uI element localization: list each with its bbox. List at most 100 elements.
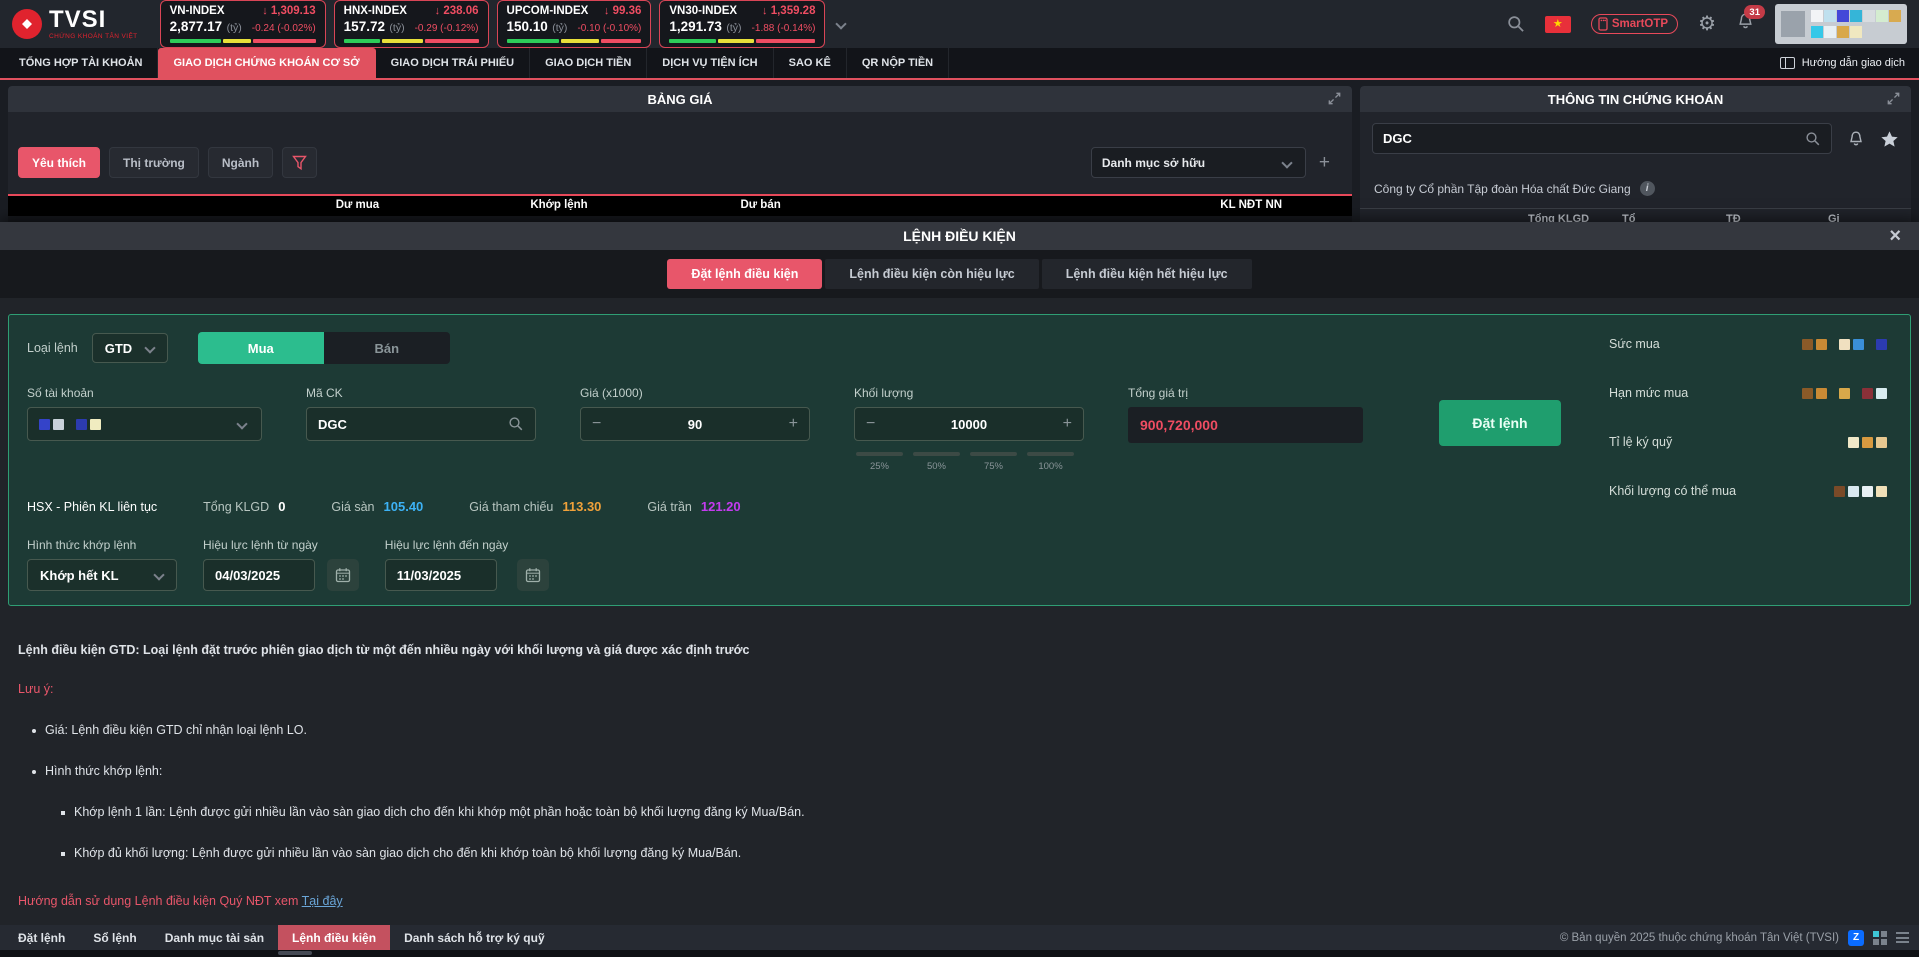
price-increment-button[interactable]: +	[788, 415, 798, 432]
divider	[1360, 208, 1911, 209]
note-bullet-match-type: Hình thức khớp lệnh:	[18, 764, 1901, 778]
nav-tab-giao-dich-trai-phieu[interactable]: GIAO DỊCH TRÁI PHIẾU	[376, 48, 531, 78]
guide-here-link[interactable]: Tại đây	[301, 894, 343, 908]
apps-grid-icon[interactable]	[1873, 930, 1887, 945]
down-arrow-icon: ↓	[262, 5, 268, 17]
index-turnover: 2,877.17	[169, 19, 223, 34]
modal-title: LỆNH ĐIỀU KIỆN	[903, 228, 1016, 244]
quantity-value[interactable]: 10000	[950, 416, 988, 432]
footer-tab-dat-lenh[interactable]: Đặt lệnh	[18, 930, 66, 945]
horizontal-scrollbar[interactable]	[0, 950, 1919, 957]
qty-75-percent-button[interactable]: 75%	[970, 452, 1017, 472]
quantity-increment-button[interactable]: +	[1062, 415, 1072, 432]
valid-to-input[interactable]: 11/03/2025	[384, 559, 497, 591]
filter-sector-button[interactable]: Ngành	[207, 147, 274, 178]
search-icon[interactable]	[1507, 15, 1525, 33]
footer-tab-lenh-dieu-kien[interactable]: Lệnh điều kiện	[278, 925, 391, 950]
order-notes: Lệnh điều kiện GTD: Loại lệnh đặt trước …	[0, 606, 1919, 908]
footer-bar: Đặt lệnh Sổ lệnh Danh mục tài sản Lệnh đ…	[0, 925, 1919, 950]
qty-100-percent-button[interactable]: 100%	[1027, 452, 1074, 472]
market-breadth-bar	[343, 39, 479, 43]
scrollbar-thumb[interactable]	[278, 951, 312, 955]
order-fields-row: Số tài khoản Mã CK DGC	[27, 386, 1561, 472]
floor-price-value: 105.40	[383, 499, 424, 514]
index-value: 99.36	[612, 5, 642, 17]
filter-market-button[interactable]: Thị trường	[109, 147, 199, 178]
filter-favorites-button[interactable]: Yêu thích	[18, 147, 101, 178]
tvsi-logo[interactable]: TVSI CHỨNG KHOÁN TÂN VIỆT	[12, 7, 138, 41]
place-order-button[interactable]: Đặt lệnh	[1439, 400, 1561, 446]
note-sub-match-once: Khớp lệnh 1 lần: Lệnh được gửi nhiều lần…	[18, 805, 1901, 819]
reference-price-value: 113.30	[562, 499, 602, 514]
sell-button[interactable]: Bán	[323, 332, 450, 364]
qty-25-percent-button[interactable]: 25%	[856, 452, 903, 472]
info-icon[interactable]: i	[1639, 181, 1655, 196]
ceiling-price-label: Giá trần	[647, 500, 692, 514]
buy-button[interactable]: Mua	[197, 332, 324, 364]
favorite-star-icon[interactable]	[1880, 130, 1899, 148]
calendar-icon	[526, 568, 541, 583]
footer-tab-danh-sach-ho-tro-ky-quy[interactable]: Danh sách hỗ trợ ký quỹ	[404, 930, 545, 945]
footer-tab-danh-muc-tai-san[interactable]: Danh mục tài sản	[164, 930, 265, 945]
price-decrement-button[interactable]: −	[592, 415, 602, 432]
qty-50-percent-button[interactable]: 50%	[913, 452, 960, 472]
guide-book-icon	[1779, 57, 1795, 69]
total-volume-value: 0	[278, 499, 286, 514]
match-type-select[interactable]: Khớp hết KL	[27, 559, 177, 591]
nav-tab-qr-nop-tien[interactable]: QR NỘP TIỀN	[847, 48, 950, 78]
valid-from-label: Hiệu lực lệnh từ ngày	[203, 538, 318, 552]
nav-tab-sao-ke[interactable]: SAO KÊ	[774, 48, 847, 78]
buying-power-label: Sức mua	[1609, 337, 1660, 351]
nav-tab-dich-vu-tien-ich[interactable]: DỊCH VỤ TIỆN ÍCH	[647, 48, 774, 78]
watchlist-select[interactable]: Danh mục sở hữu	[1090, 147, 1306, 178]
index-card-vn30index[interactable]: VN30-INDEX ↓ 1,359.28 1,291.73 (tỷ) -1.8…	[659, 0, 826, 48]
notifications-bell[interactable]: 31	[1736, 5, 1765, 36]
symbol-search-input[interactable]: DGC	[1372, 123, 1832, 154]
expand-panel-icon[interactable]	[1327, 91, 1342, 106]
index-name: VN30-INDEX	[669, 5, 738, 17]
market-breadth-bar	[169, 39, 316, 43]
order-form: Loại lệnh GTD Mua Bán Số tài khoản	[8, 314, 1911, 606]
close-icon[interactable]: ×	[1889, 224, 1901, 247]
valid-from-input[interactable]: 04/03/2025	[203, 559, 315, 591]
logo-subtitle: CHỨNG KHOÁN TÂN VIỆT	[49, 32, 138, 40]
valid-from-calendar-button[interactable]	[326, 559, 359, 591]
filter-funnel-button[interactable]	[282, 147, 318, 178]
add-watchlist-button[interactable]: +	[1318, 151, 1330, 173]
trading-guide-link[interactable]: Hướng dẫn giao dịch	[1779, 48, 1915, 78]
tab-lenh-con-hieu-luc[interactable]: Lệnh điều kiện còn hiệu lực	[825, 259, 1039, 289]
redacted-user-info[interactable]	[1775, 4, 1907, 44]
vietnam-flag-icon[interactable]: ★	[1544, 15, 1571, 33]
panel-title: BẢNG GIÁ	[647, 91, 713, 107]
footer-tab-so-lenh[interactable]: Sổ lệnh	[93, 930, 137, 945]
nav-tab-tong-hop-tai-khoan[interactable]: TỔNG HỢP TÀI KHOẢN	[4, 48, 159, 78]
zalo-icon[interactable]: Z	[1848, 929, 1864, 946]
valid-to-calendar-button[interactable]	[517, 559, 550, 591]
col-gi: Gi	[1828, 213, 1840, 225]
nav-tab-giao-dich-chung-khoan-co-so[interactable]: GIAO DỊCH CHỨNG KHOÁN CƠ SỞ	[158, 48, 376, 78]
index-value: 238.06	[443, 5, 479, 17]
expand-panel-icon[interactable]	[1886, 91, 1901, 106]
copyright-text: © Bản quyền 2025 thuộc chứng khoán Tân V…	[1559, 931, 1839, 944]
search-icon	[509, 417, 523, 431]
quantity-decrement-button[interactable]: −	[866, 415, 876, 432]
indices-expand-chevron-icon[interactable]	[835, 18, 848, 30]
hamburger-menu-icon[interactable]	[1896, 932, 1909, 943]
tab-dat-lenh-dieu-kien[interactable]: Đặt lệnh điều kiện	[667, 259, 823, 289]
index-change: -0.29 (-0.12%)	[414, 23, 479, 34]
tab-lenh-het-hieu-luc[interactable]: Lệnh điều kiện hết hiệu lực	[1041, 259, 1252, 289]
modal-tab-bar: Đặt lệnh điều kiện Lệnh điều kiện còn hi…	[0, 250, 1919, 298]
account-select[interactable]	[27, 407, 262, 441]
alert-bell-icon[interactable]	[1847, 130, 1865, 148]
nav-tab-giao-dich-tien[interactable]: GIAO DỊCH TIỀN	[530, 48, 648, 78]
index-card-vnindex[interactable]: VN-INDEX ↓ 1,309.13 2,877.17 (tỷ) -0.24 …	[159, 0, 326, 48]
redacted-account-number	[39, 418, 101, 430]
symbol-input[interactable]: DGC	[306, 407, 536, 441]
index-card-hnxindex[interactable]: HNX-INDEX ↓ 238.06 157.72 (tỷ) -0.29 (-0…	[333, 0, 489, 48]
total-volume-label: Tổng KLGD	[203, 500, 270, 514]
index-card-upcomindex[interactable]: UPCOM-INDEX ↓ 99.36 150.10 (tỷ) -0.10 (-…	[496, 0, 652, 48]
price-value[interactable]: 90	[687, 416, 703, 432]
order-type-select[interactable]: GTD	[91, 333, 168, 363]
smart-otp-button[interactable]: SmartOTP	[1590, 14, 1679, 34]
gear-icon[interactable]: ⚙	[1698, 13, 1716, 35]
